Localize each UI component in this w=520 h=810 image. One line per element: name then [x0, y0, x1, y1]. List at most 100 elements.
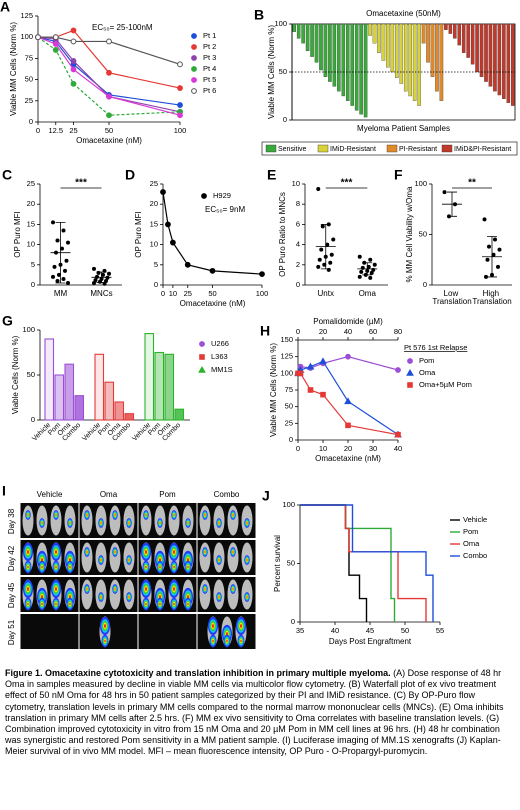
bar — [506, 23, 511, 103]
bar — [435, 23, 439, 92]
bar — [412, 23, 417, 101]
marker — [52, 41, 59, 47]
y-tick-label: 0 — [423, 280, 427, 289]
y-tick-label: 8 — [296, 199, 300, 208]
bar — [372, 23, 377, 44]
signal — [55, 602, 57, 606]
marker — [177, 61, 183, 68]
signal — [187, 565, 189, 569]
error-bar — [447, 191, 457, 217]
mouse — [168, 505, 180, 536]
y-tick-label: 50 — [25, 75, 33, 84]
bar — [466, 23, 470, 58]
x-axis-label: Omacetaxine (nM) — [315, 454, 381, 463]
bar — [314, 23, 319, 63]
signal — [69, 602, 71, 606]
data-point — [329, 252, 334, 257]
signal — [173, 514, 175, 516]
bar — [497, 23, 502, 96]
x-tick-label: High Translation — [472, 289, 511, 306]
bar — [475, 23, 479, 73]
series-line — [162, 191, 263, 275]
y-tick-label: 100 — [280, 368, 293, 377]
row-label: Day 38 — [7, 508, 16, 534]
y-tick-label: 100 — [22, 325, 35, 334]
marker — [395, 431, 401, 438]
y-tick-label: 15 — [150, 219, 158, 228]
x-tick-label: 55 — [436, 626, 444, 635]
error-bar — [362, 262, 373, 276]
data-point — [497, 247, 502, 252]
bar — [453, 23, 457, 39]
mouse — [199, 505, 211, 536]
data-point — [66, 280, 70, 285]
data-point — [101, 272, 105, 277]
signal — [144, 587, 148, 591]
signal — [204, 551, 206, 553]
panel-letter: J — [262, 488, 270, 504]
legend-label: Pt 6 — [203, 86, 216, 95]
signal — [187, 602, 189, 606]
y-tick-label: 125 — [280, 352, 293, 361]
bar — [323, 23, 328, 77]
marker — [106, 38, 112, 45]
bar — [510, 23, 515, 106]
signal — [114, 551, 116, 553]
signal — [41, 565, 43, 569]
signal — [41, 602, 43, 606]
marker — [184, 261, 191, 268]
mouse — [227, 542, 239, 573]
image-cell — [20, 614, 79, 649]
panel-letter: D — [125, 167, 135, 183]
legend-label: Pom — [419, 356, 434, 365]
signal — [26, 587, 30, 591]
marker — [407, 382, 413, 388]
legend-label: Sensitive — [278, 146, 307, 153]
bar — [488, 23, 493, 87]
legend-label: L363 — [211, 352, 228, 361]
data-point — [317, 257, 322, 262]
data-point — [51, 274, 55, 279]
marker — [70, 38, 77, 45]
marker — [201, 193, 207, 199]
data-point — [359, 269, 364, 274]
legend-swatch — [441, 144, 453, 153]
x-tick-label: 35 — [296, 626, 304, 635]
signal — [55, 514, 57, 516]
data-point — [92, 266, 96, 271]
series-line — [300, 504, 396, 622]
panel-letter: G — [2, 313, 13, 329]
signal — [27, 602, 29, 606]
signal — [218, 522, 220, 524]
caption-title: Figure 1. Omacetaxine cytotoxicity and t… — [5, 668, 391, 678]
column-label: Pom — [159, 490, 176, 499]
signal — [100, 559, 102, 561]
bar — [359, 23, 363, 115]
signal — [100, 522, 102, 524]
series-line — [37, 36, 181, 116]
data-point — [316, 264, 321, 269]
bar — [408, 23, 412, 97]
marker — [191, 77, 197, 83]
legend-label: Combo — [463, 551, 487, 560]
column-label: Vehicle — [37, 490, 63, 499]
marker — [320, 391, 326, 398]
series-line — [300, 504, 434, 622]
bar — [164, 353, 175, 421]
y-tick-label: 10 — [292, 179, 300, 188]
marker — [306, 362, 315, 370]
mouse — [50, 505, 62, 536]
x-tick-label: 0 — [36, 126, 40, 135]
panel-letter: F — [394, 167, 403, 183]
data-point — [442, 190, 447, 195]
signal — [54, 550, 58, 554]
signal — [159, 522, 161, 524]
bar — [94, 353, 105, 421]
data-point — [61, 276, 66, 281]
marker — [70, 66, 77, 73]
marker — [345, 422, 351, 429]
data-point — [316, 187, 321, 192]
legend-label: Oma — [463, 539, 480, 548]
marker — [406, 368, 414, 376]
